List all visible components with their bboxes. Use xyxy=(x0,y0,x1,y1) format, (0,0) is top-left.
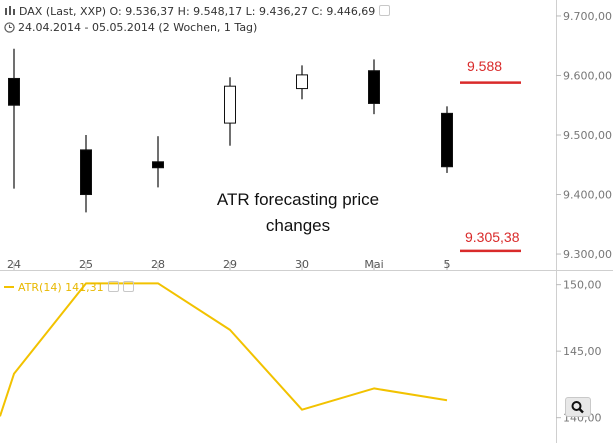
candle-body xyxy=(296,74,308,90)
atr-legend: ATR(14) 141,31 xyxy=(4,281,134,294)
x-tick-label: 29 xyxy=(223,258,237,271)
candle-body xyxy=(8,77,20,106)
candle-body xyxy=(441,112,453,168)
forecast-lower-label: 9.305,38 xyxy=(465,229,520,245)
forecast-lines xyxy=(460,81,521,253)
atr-legend-swatch xyxy=(4,286,14,288)
candle-body xyxy=(80,149,92,196)
chart-type-icon[interactable] xyxy=(4,5,16,20)
candle-body xyxy=(152,161,164,169)
forecast-upper-label: 9.588 xyxy=(467,58,503,74)
candle-body xyxy=(368,70,380,104)
price-tick-label: 9.700,00 xyxy=(563,10,612,23)
clock-icon xyxy=(4,22,15,36)
price-y-axis: 9.300,00 9.400,00 9.500,00 9.600,00 9.700,00 xyxy=(556,10,612,261)
zoom-icon xyxy=(571,401,584,414)
x-tick-label: 25 xyxy=(79,258,93,271)
price-tick-label: 9.300,00 xyxy=(563,248,612,261)
atr-line-path xyxy=(0,282,448,417)
price-tick-label: 9.500,00 xyxy=(563,129,612,142)
atr-tick-label: 150,00 xyxy=(563,279,602,292)
atr-series xyxy=(0,282,448,417)
header-line-1: DAX (Last, XXP) O: 9.536,37 H: 9.548,17 … xyxy=(4,5,391,20)
annotation-line-2: changes xyxy=(265,216,331,235)
x-tick-label: Mai xyxy=(364,258,383,271)
atr-settings-icon[interactable] xyxy=(107,281,119,292)
settings-icon[interactable] xyxy=(379,5,391,16)
candle-body xyxy=(224,85,236,124)
zoom-button[interactable] xyxy=(565,397,591,417)
instrument-quote: DAX (Last, XXP) O: 9.536,37 H: 9.548,17 … xyxy=(19,5,376,18)
x-tick-label: 30 xyxy=(295,258,309,271)
annotation-text: ATR forecasting price changes xyxy=(193,187,403,239)
candlestick-series xyxy=(8,48,453,213)
price-tick-label: 9.600,00 xyxy=(563,69,612,82)
x-tick-label: 28 xyxy=(151,258,165,271)
atr-legend-label: ATR(14) 141,31 xyxy=(18,281,104,294)
annotation-line-1: ATR forecasting price xyxy=(216,190,380,209)
date-range: 24.04.2014 - 05.05.2014 (2 Wochen, 1 Tag… xyxy=(18,21,258,34)
x-axis: 24 25 28 29 30 Mai 5 xyxy=(7,258,451,271)
atr-close-icon[interactable] xyxy=(122,281,134,292)
header-line-2: 24.04.2014 - 05.05.2014 (2 Wochen, 1 Tag… xyxy=(4,21,257,36)
x-tick-label: 24 xyxy=(7,258,21,271)
x-tick-label: 5 xyxy=(444,258,451,271)
price-tick-label: 9.400,00 xyxy=(563,189,612,202)
atr-tick-label: 145,00 xyxy=(563,345,602,358)
